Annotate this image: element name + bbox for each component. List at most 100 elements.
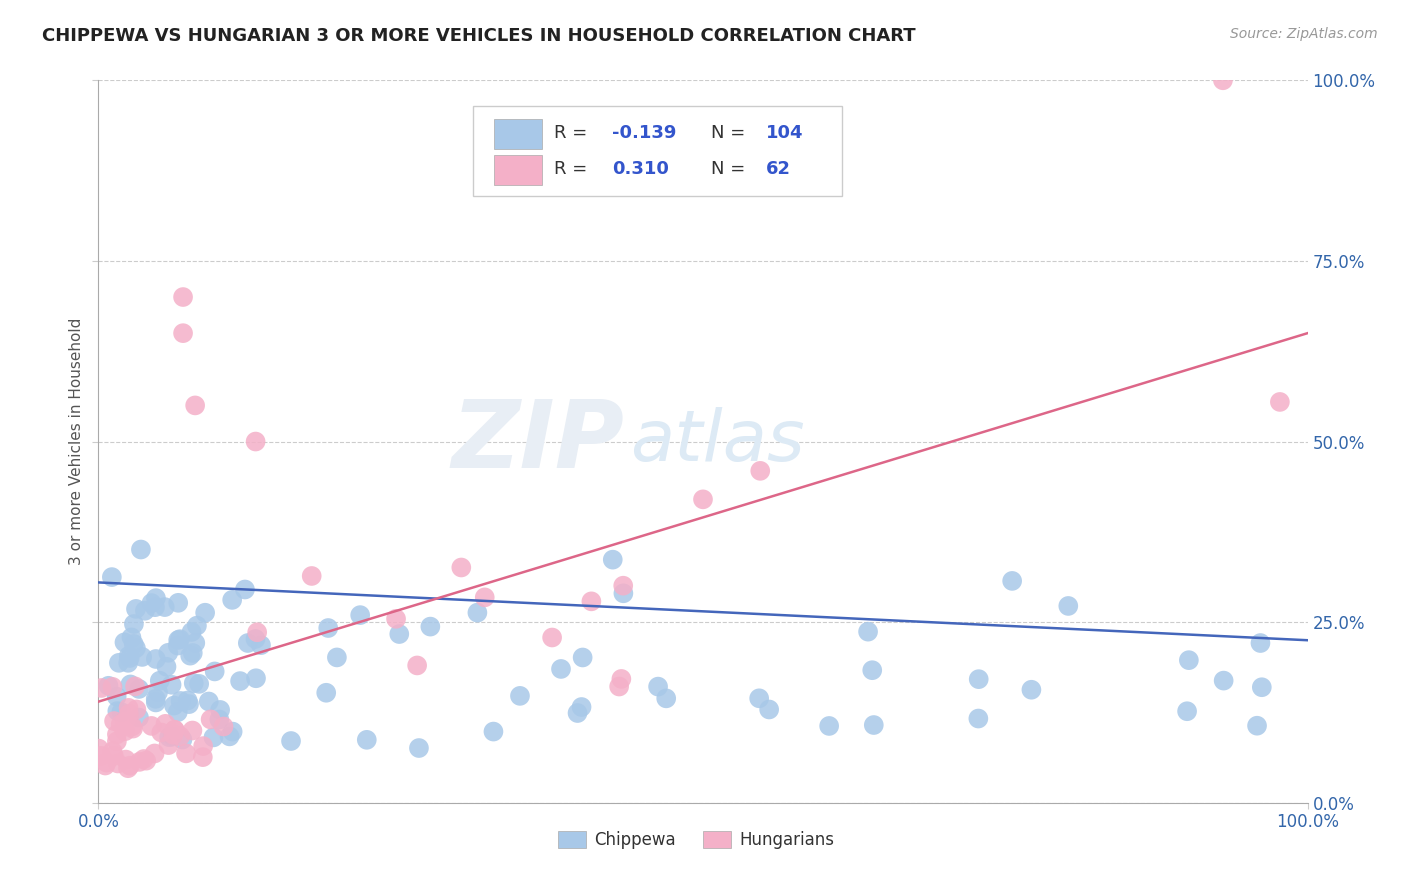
Point: [229, 674, 252, 689]
Point: [103, 714, 125, 728]
Point: [118, 706, 141, 721]
Point: [200, 713, 222, 727]
Point: [1057, 599, 1080, 613]
Point: [860, 663, 883, 677]
Point: [204, 665, 226, 679]
Point: [1178, 653, 1201, 667]
Point: [184, 398, 207, 412]
Point: [101, 570, 124, 584]
Point: [124, 679, 146, 693]
Point: [118, 648, 141, 663]
Point: [233, 582, 256, 597]
Point: [218, 730, 240, 744]
Point: [571, 700, 593, 714]
Point: [198, 694, 221, 708]
Bar: [558, 831, 586, 847]
Point: [117, 656, 139, 670]
Point: [155, 716, 177, 731]
Point: [388, 627, 411, 641]
Point: [169, 632, 191, 647]
Point: [145, 652, 167, 666]
Point: [108, 656, 131, 670]
Point: [967, 712, 990, 726]
Point: [105, 690, 128, 704]
Point: [467, 606, 489, 620]
Point: [245, 632, 267, 646]
Point: [121, 719, 143, 733]
Point: [101, 680, 124, 694]
Text: CHIPPEWA VS HUNGARIAN 3 OR MORE VEHICLES IN HOUSEHOLD CORRELATION CHART: CHIPPEWA VS HUNGARIAN 3 OR MORE VEHICLES…: [42, 27, 915, 45]
Text: ZIP: ZIP: [451, 395, 624, 488]
Point: [94, 758, 117, 772]
Point: [125, 702, 148, 716]
Y-axis label: 3 or more Vehicles in Household: 3 or more Vehicles in Household: [69, 318, 84, 566]
Point: [862, 718, 884, 732]
Point: [122, 617, 145, 632]
Point: [122, 722, 145, 736]
Point: [1246, 719, 1268, 733]
Point: [541, 631, 564, 645]
Point: [90, 748, 112, 763]
Point: [212, 719, 235, 733]
Point: [179, 648, 201, 663]
Point: [141, 719, 163, 733]
FancyBboxPatch shape: [474, 105, 842, 196]
Point: [103, 748, 125, 763]
Point: [209, 703, 232, 717]
Point: [143, 600, 166, 615]
Point: [90, 681, 112, 695]
Point: [647, 680, 669, 694]
Point: [145, 591, 167, 606]
Point: [315, 686, 337, 700]
Point: [1212, 673, 1234, 688]
Point: [509, 689, 531, 703]
Point: [163, 723, 186, 737]
Point: [128, 710, 150, 724]
Point: [221, 593, 243, 607]
Point: [607, 680, 630, 694]
Point: [87, 741, 110, 756]
Point: [602, 552, 624, 566]
Point: [131, 649, 153, 664]
Point: [117, 701, 139, 715]
Point: [128, 755, 150, 769]
Text: atlas: atlas: [630, 407, 806, 476]
Point: [176, 693, 198, 707]
Point: [191, 750, 214, 764]
Point: [153, 600, 176, 615]
Point: [202, 731, 225, 745]
Text: -0.139: -0.139: [613, 124, 676, 142]
Point: [169, 729, 191, 743]
Text: Hungarians: Hungarians: [740, 830, 834, 848]
Point: [510, 145, 533, 160]
Point: [166, 705, 188, 719]
Point: [184, 636, 207, 650]
Point: [316, 621, 339, 635]
Point: [118, 758, 141, 772]
Point: [114, 635, 136, 649]
Point: [149, 673, 172, 688]
Point: [356, 732, 378, 747]
Point: [749, 464, 772, 478]
Point: [1212, 73, 1234, 87]
Point: [143, 747, 166, 761]
Point: [97, 679, 120, 693]
Point: [163, 698, 186, 713]
Point: [550, 662, 572, 676]
Point: [612, 586, 634, 600]
Point: [157, 738, 180, 752]
Point: [581, 594, 603, 608]
Point: [167, 596, 190, 610]
Point: [1175, 704, 1198, 718]
Point: [146, 685, 169, 699]
Point: [145, 695, 167, 709]
Point: [160, 730, 183, 744]
Point: [157, 646, 180, 660]
Point: [120, 631, 142, 645]
Point: [181, 646, 204, 660]
Point: [150, 725, 173, 739]
Point: [110, 717, 132, 731]
Point: [818, 719, 841, 733]
Point: [474, 591, 496, 605]
Point: [482, 724, 505, 739]
